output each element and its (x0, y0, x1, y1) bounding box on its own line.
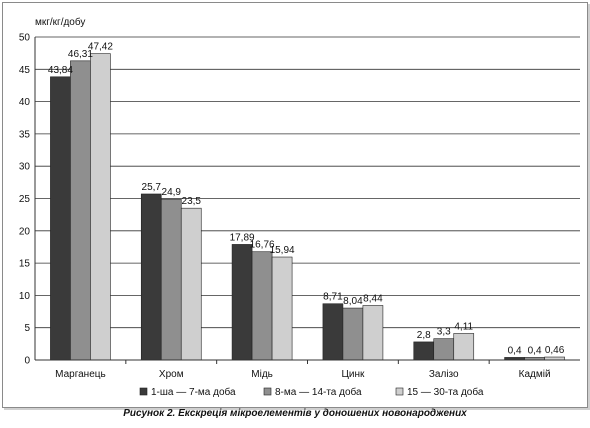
bar (433, 338, 455, 361)
x-tick-label: Мідь (251, 369, 273, 380)
legend-label: 15 — 30-та доба (407, 386, 484, 398)
x-tick-label: Марганець (55, 369, 106, 380)
y-tick-label: 50 (19, 33, 31, 44)
bar (342, 307, 364, 361)
data-label: 23,5 (182, 196, 202, 207)
data-label: 24,9 (162, 187, 182, 198)
legend-label: 1-ша — 7-ма доба (151, 386, 236, 398)
y-tick-label: 45 (19, 65, 31, 76)
y-tick-label: 40 (19, 97, 31, 108)
y-tick-label: 30 (19, 162, 31, 173)
x-tick-label: Кадмій (519, 369, 551, 380)
y-tick-label: 5 (24, 323, 30, 334)
y-tick-label: 0 (24, 356, 30, 367)
legend-label: 8-ма — 14-та доба (275, 386, 362, 398)
data-label: 47,42 (88, 42, 113, 53)
bar (160, 198, 182, 361)
y-tick-label: 25 (19, 194, 31, 205)
y-tick-label: 20 (19, 226, 31, 237)
x-tick-label: Хром (159, 369, 184, 380)
x-tick-label: Залізо (429, 369, 459, 380)
bar (50, 76, 71, 361)
data-label: 0,46 (545, 345, 565, 356)
data-label: 16,76 (250, 240, 275, 251)
y-tick-label: 35 (19, 129, 31, 140)
data-label: 2,8 (417, 330, 431, 341)
y-tick-label: 15 (19, 259, 31, 270)
bar (140, 193, 162, 361)
data-label: 3,3 (437, 327, 451, 338)
grid-layer (35, 36, 580, 361)
axis-layer: 0 5 10 15 20 25 30 35 40 45 50 мкг/кг/добу Марганець… (19, 16, 580, 380)
data-label: 8,44 (363, 293, 383, 304)
data-label: 4,11 (454, 321, 473, 332)
bars-layer (50, 53, 565, 361)
bar (362, 305, 384, 361)
data-label: 25,7 (142, 182, 162, 193)
data-label: 15,94 (270, 245, 295, 256)
bar (322, 303, 344, 361)
legend-swatch (139, 387, 148, 396)
legend-swatch (395, 387, 404, 396)
legend-layer: 1-ша — 7-ма доба 8-ма — 14-та доба 15 — 30… (139, 386, 484, 398)
bar (251, 251, 273, 361)
bar (413, 341, 435, 361)
data-label: 17,89 (230, 232, 255, 243)
data-label: 46,31 (68, 49, 93, 60)
figure-caption: Рисунок 2. Екскреція мікроелементів у до… (123, 408, 467, 419)
data-label: 0,4 (508, 345, 522, 356)
y-tick-label: 10 (19, 291, 31, 302)
figure-frame: 43,84 46,31 47,42 25,7 24,9 23,5 17,89 16,76 15,… (2, 2, 588, 408)
bar (453, 333, 475, 361)
y-axis-label: мкг/кг/добу (35, 16, 85, 28)
bar (90, 53, 111, 361)
bar (231, 244, 253, 361)
data-label: 8,04 (343, 296, 363, 307)
data-label: 8,71 (323, 292, 343, 303)
bar (70, 60, 91, 361)
data-label: 0,4 (528, 345, 542, 356)
bar (180, 207, 202, 361)
data-label: 43,84 (48, 65, 73, 76)
x-tick-label: Цинк (341, 369, 365, 380)
bar (271, 256, 293, 361)
legend-swatch (263, 387, 272, 396)
